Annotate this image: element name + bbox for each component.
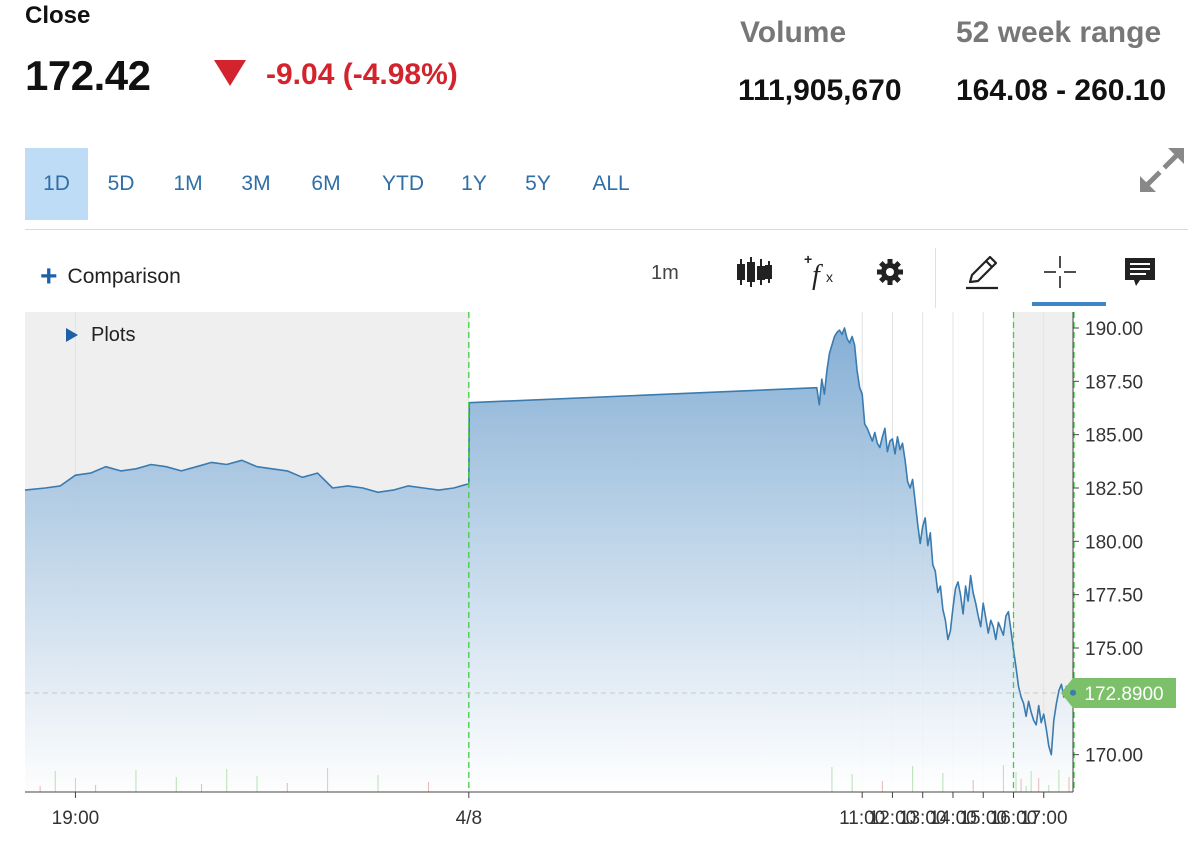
x-tick-label: 17:00 <box>1020 808 1068 829</box>
y-tick-label: 177.50 <box>1085 586 1143 607</box>
tab-all[interactable]: ALL <box>592 172 630 195</box>
crosshair-icon[interactable] <box>1040 252 1080 292</box>
last-price-badge <box>1061 678 1176 709</box>
svg-text:f: f <box>812 260 823 291</box>
y-tick-label: 187.50 <box>1085 372 1143 393</box>
gear-icon[interactable] <box>870 252 910 292</box>
plus-icon: + <box>40 260 58 293</box>
y-tick-label: 180.00 <box>1085 532 1143 553</box>
function-icon[interactable]: + f x <box>802 252 842 292</box>
price-line <box>24 327 1074 756</box>
plots-toggle[interactable]: Plots <box>66 324 135 346</box>
comparison-button[interactable]: + Comparison <box>40 262 181 292</box>
tab-1y[interactable]: 1Y <box>461 172 487 195</box>
down-arrow-icon <box>214 60 246 86</box>
interval-selector[interactable]: 1m <box>651 262 679 284</box>
tab-6m[interactable]: 6M <box>311 172 341 195</box>
tab-5d[interactable]: 5D <box>107 172 135 195</box>
comparison-label: Comparison <box>67 265 181 288</box>
price-change: -9.04 (-4.98%) <box>266 58 458 91</box>
last-point-marker <box>1070 689 1076 696</box>
play-icon <box>66 328 78 342</box>
tab-5y[interactable]: 5Y <box>525 172 551 195</box>
candlestick-icon[interactable] <box>734 252 774 292</box>
y-tick-label: 185.00 <box>1085 426 1143 447</box>
svg-text:+: + <box>804 252 812 267</box>
close-price: 172.42 <box>25 52 151 99</box>
tab-1d[interactable]: 1D <box>25 148 88 220</box>
y-tick-label: 175.00 <box>1085 639 1143 660</box>
week-range-label: 52 week range <box>956 16 1162 49</box>
x-tick-label: 14:00 <box>929 808 977 829</box>
expand-icon[interactable] <box>1136 144 1188 196</box>
plots-label: Plots <box>91 324 135 346</box>
week-range-value: 164.08 - 260.10 <box>956 74 1167 107</box>
toolbar-separator <box>935 248 936 308</box>
x-tick-label: 19:00 <box>52 808 100 829</box>
svg-text:x: x <box>826 269 833 285</box>
comment-icon[interactable] <box>1120 252 1160 292</box>
close-label: Close <box>25 2 91 29</box>
volume-label: Volume <box>740 16 847 49</box>
active-tool-indicator <box>1032 302 1106 306</box>
last-price-label: 172.8900 <box>1084 684 1163 705</box>
x-tick-label: 16:00 <box>990 808 1038 829</box>
volume-value: 111,905,670 <box>738 74 902 107</box>
toolbar-divider <box>25 229 1188 230</box>
price-chart[interactable]: 190.00 187.50 185.00 182.50 180.00 177.50 175.… <box>0 310 1200 863</box>
range-tabs: 1D 5D 1M 3M 6M YTD 1Y 5Y ALL <box>25 148 650 220</box>
y-tick-label: 182.50 <box>1085 479 1143 500</box>
price-area <box>25 328 1073 792</box>
y-tick-label: 170.00 <box>1085 746 1143 767</box>
x-tick-label: 11:00 <box>839 808 885 829</box>
x-tick-label: 4/8 <box>456 808 482 829</box>
y-tick-label: 190.00 <box>1085 319 1143 340</box>
tab-ytd[interactable]: YTD <box>382 172 424 195</box>
tab-1m[interactable]: 1M <box>173 172 203 195</box>
x-tick-label: 12:00 <box>869 808 917 829</box>
x-tick-label: 13:00 <box>899 808 947 829</box>
x-tick-label: 15:00 <box>959 808 1007 829</box>
pencil-icon[interactable] <box>962 252 1002 292</box>
tab-3m[interactable]: 3M <box>241 172 271 195</box>
